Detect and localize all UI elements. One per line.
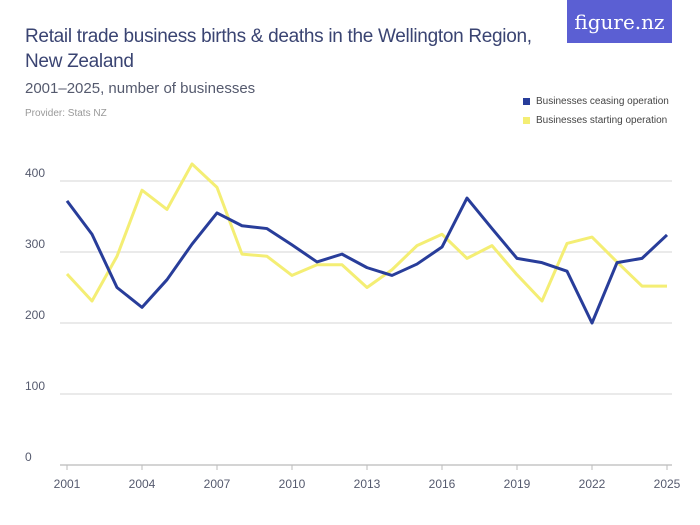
x-tick-label: 2007 — [204, 477, 231, 491]
y-tick-label: 100 — [25, 379, 45, 393]
chart-subtitle: 2001–2025, number of businesses — [25, 80, 256, 97]
x-tick-label: 2025 — [654, 477, 681, 491]
legend-item-ceasing: Businesses ceasing operation — [523, 92, 669, 111]
legend-swatch-starting — [523, 117, 530, 124]
legend-label-starting: Businesses starting operation — [536, 115, 668, 126]
x-tick-label: 2010 — [279, 477, 306, 491]
figure-nz-logo[interactable]: figure.nz — [567, 0, 672, 43]
chart-title: Retail trade business births & deaths in… — [25, 26, 532, 72]
provider-label: Provider: Stats NZ — [25, 108, 107, 119]
series-line-0 — [65, 196, 669, 325]
x-tick-label: 2016 — [429, 477, 456, 491]
legend-label-ceasing: Businesses ceasing operation — [536, 96, 669, 107]
y-tick-label: 0 — [25, 450, 32, 464]
series-line-1 — [65, 162, 667, 303]
y-tick-label: 300 — [25, 237, 45, 251]
x-tick-label: 2022 — [579, 477, 606, 491]
x-tick-label: 2001 — [54, 477, 81, 491]
legend: Businesses ceasing operation Businesses … — [523, 92, 669, 130]
x-tick-label: 2013 — [354, 477, 381, 491]
y-tick-label: 200 — [25, 308, 45, 322]
y-tick-label: 400 — [25, 166, 45, 180]
x-tick-label: 2019 — [504, 477, 531, 491]
legend-swatch-ceasing — [523, 98, 530, 105]
x-tick-label: 2004 — [129, 477, 156, 491]
legend-item-starting: Businesses starting operation — [523, 111, 669, 130]
